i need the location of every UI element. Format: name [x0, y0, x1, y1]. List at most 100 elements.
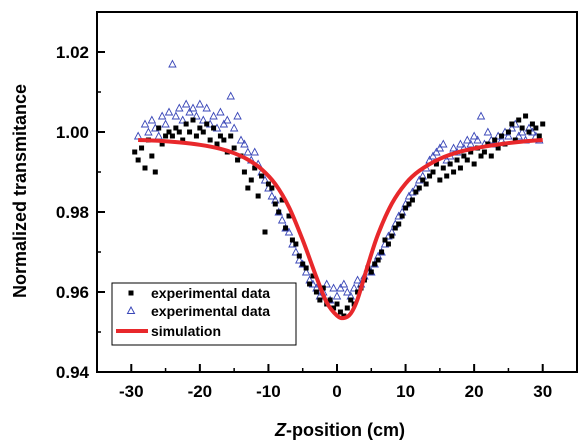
triangle-point — [322, 279, 331, 288]
triangle-point — [466, 139, 475, 148]
square-point — [310, 273, 316, 279]
square-point — [396, 221, 402, 227]
square-point — [406, 201, 412, 207]
triangle-point — [291, 247, 301, 256]
square-point — [375, 257, 381, 263]
square-point — [221, 137, 227, 143]
square-point — [327, 297, 333, 303]
square-point — [389, 233, 395, 239]
square-point — [139, 145, 145, 151]
square-point — [379, 249, 385, 255]
triangle-point — [226, 91, 235, 100]
square-point — [481, 149, 487, 155]
square-point — [447, 161, 453, 167]
triangle-point — [188, 103, 198, 112]
triangle-point — [483, 127, 493, 136]
square-point — [231, 145, 237, 151]
square-point — [337, 309, 343, 315]
square-point — [478, 153, 484, 159]
square-point — [526, 129, 532, 135]
triangle-point — [195, 99, 205, 108]
square-point — [279, 197, 285, 203]
triangle-point — [295, 255, 304, 264]
square-point — [289, 237, 295, 243]
square-point — [427, 173, 433, 179]
x-axis-title-rest: -position (cm) — [286, 420, 405, 440]
square-point — [313, 289, 319, 295]
triangle-point — [140, 119, 150, 128]
square-point — [499, 133, 505, 139]
square-point — [135, 157, 141, 163]
square-point — [488, 153, 494, 159]
legend-marker-triangle — [126, 305, 136, 314]
square-point — [276, 209, 282, 215]
square-point — [444, 173, 450, 179]
square-point — [296, 253, 302, 259]
square-point — [269, 185, 275, 191]
triangle-point — [473, 135, 482, 144]
square-point — [156, 125, 162, 131]
triangle-point — [223, 115, 232, 124]
square-point — [245, 185, 251, 191]
square-point — [255, 193, 261, 199]
triangle-point — [428, 151, 438, 160]
square-point — [176, 129, 182, 135]
legend: experimental data experimental data simu… — [111, 282, 297, 346]
square-point — [248, 177, 254, 183]
square-point — [152, 169, 158, 175]
triangle-point — [243, 147, 253, 156]
square-point — [516, 117, 522, 123]
series-layer — [132, 59, 546, 321]
square-point — [214, 141, 220, 147]
square-point — [385, 241, 391, 247]
y-tick-label: 0.98 — [56, 203, 89, 222]
triangle-point — [209, 111, 218, 120]
square-point — [492, 137, 498, 143]
x-tick-label: -20 — [188, 382, 213, 401]
square-point — [169, 133, 175, 139]
legend-box — [111, 282, 297, 346]
triangle-point — [504, 131, 513, 140]
square-point — [235, 157, 241, 163]
triangle-point — [339, 279, 349, 288]
triangle-point — [442, 155, 451, 164]
triangle-point — [171, 111, 181, 120]
triangle-point — [449, 143, 458, 152]
y-tick-label: 0.94 — [56, 363, 90, 382]
y-axis: 0.94 0.96 0.98 1.00 1.02 — [56, 43, 105, 382]
x-tick-label: 0 — [332, 382, 341, 401]
triangle-point — [507, 123, 517, 132]
square-point — [413, 189, 419, 195]
square-point — [331, 305, 337, 311]
square-point — [163, 133, 169, 139]
square-point — [303, 265, 309, 271]
square-point — [228, 133, 234, 139]
y-axis-title: Normalized transmitance — [10, 84, 30, 298]
triangle-point — [267, 191, 277, 200]
triangle-point — [456, 139, 465, 148]
triangle-point — [343, 287, 352, 296]
square-point — [180, 137, 186, 143]
square-point — [200, 129, 206, 135]
square-point — [355, 289, 361, 295]
square-point — [159, 141, 165, 147]
square-point — [495, 145, 501, 151]
square-point — [183, 121, 189, 127]
square-point — [132, 149, 138, 155]
square-point — [471, 161, 477, 167]
y-tick-label: 1.00 — [56, 123, 89, 142]
legend-marker-square — [128, 290, 134, 296]
x-tick-label: -30 — [119, 382, 144, 401]
triangle-point — [216, 107, 225, 116]
triangle-point — [301, 267, 311, 276]
triangle-point — [476, 111, 486, 120]
triangle-point — [178, 115, 187, 124]
square-point — [451, 169, 457, 175]
square-point — [409, 197, 415, 203]
square-point — [423, 181, 429, 187]
x-axis-title: Z-position (cm) — [274, 420, 405, 440]
triangle-point — [332, 291, 342, 300]
triangle-point — [157, 111, 167, 120]
square-point — [300, 261, 306, 267]
y-tick-label: 0.96 — [56, 283, 89, 302]
